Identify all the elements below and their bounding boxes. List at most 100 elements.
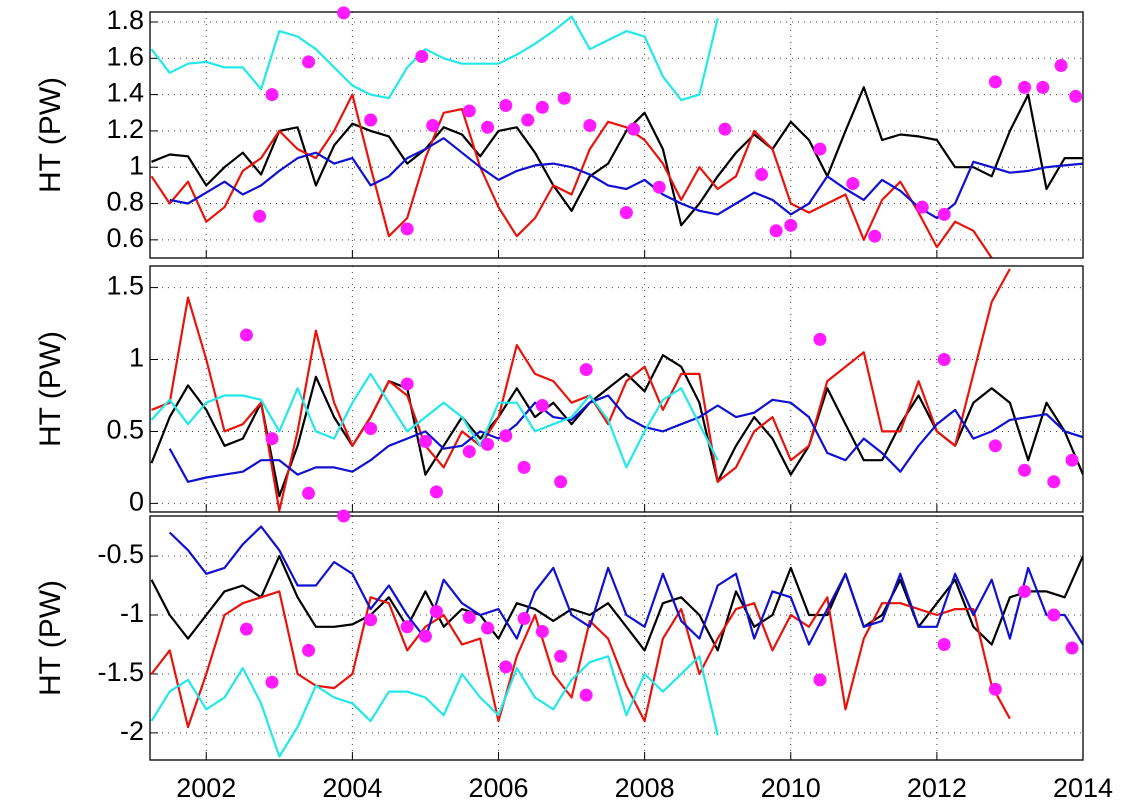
data-point xyxy=(517,460,531,474)
data-point xyxy=(1069,89,1083,103)
x-tick-label: 2006 xyxy=(468,773,528,803)
data-point xyxy=(364,113,378,127)
data-point xyxy=(846,177,860,191)
panel: 0.6 0.8 1 1.2 1.4 1.6 1.8 HT (PW) xyxy=(34,5,1084,259)
series-line xyxy=(168,525,1083,646)
data-point xyxy=(937,207,951,221)
y-tick-label: -0.5 xyxy=(97,539,144,569)
data-point xyxy=(579,688,593,702)
y-axis-label: HT (PW) xyxy=(34,331,67,447)
y-tick-label: -1 xyxy=(120,598,144,628)
data-point xyxy=(1065,641,1079,655)
y-axis-label: HT (PW) xyxy=(34,77,67,193)
data-point xyxy=(415,49,429,63)
data-point xyxy=(1047,608,1061,622)
data-point xyxy=(429,485,443,499)
series-line xyxy=(168,394,1083,483)
y-tick-label: 1 xyxy=(129,150,144,180)
data-point xyxy=(988,682,1002,696)
data-point xyxy=(429,604,443,618)
data-point xyxy=(813,673,827,687)
data-point xyxy=(627,122,641,136)
data-point xyxy=(265,432,279,446)
axes-frame xyxy=(149,515,1084,761)
data-point xyxy=(481,437,495,451)
series-line xyxy=(150,655,719,758)
y-tick-label: 0.5 xyxy=(106,415,144,445)
series-group xyxy=(150,268,1083,512)
y-tick-label: 1 xyxy=(129,343,144,373)
data-point xyxy=(239,622,253,636)
panel: 0 0.5 1 1.5 HT (PW) xyxy=(34,265,1084,516)
y-tick-label: -2 xyxy=(120,716,144,746)
x-tick-label: 2014 xyxy=(1053,773,1113,803)
y-tick-label: 1.6 xyxy=(106,41,144,71)
data-point xyxy=(337,6,351,20)
data-point xyxy=(1054,59,1068,73)
data-point xyxy=(499,98,513,112)
data-point xyxy=(418,629,432,643)
data-point xyxy=(579,363,593,377)
data-point xyxy=(535,625,549,639)
data-point xyxy=(937,353,951,367)
y-tick-label: 1.2 xyxy=(106,114,144,144)
y-axis-label: HT (PW) xyxy=(34,580,67,696)
y-tick-label: 0.8 xyxy=(106,187,144,217)
data-point xyxy=(868,229,882,243)
data-point xyxy=(652,180,666,194)
axes-frame xyxy=(149,11,1084,259)
data-point xyxy=(462,610,476,624)
plot-area xyxy=(150,12,1083,258)
series-line xyxy=(169,137,1083,220)
y-tick-label: 0.6 xyxy=(106,223,144,253)
data-point xyxy=(1036,80,1050,94)
plot-area xyxy=(150,266,1083,512)
data-point xyxy=(364,613,378,627)
data-point xyxy=(302,486,316,500)
data-point xyxy=(462,104,476,118)
series-group xyxy=(150,525,1083,758)
data-point xyxy=(265,88,279,102)
axes-frame xyxy=(149,265,1084,513)
x-tick-label: 2004 xyxy=(322,773,382,803)
data-point xyxy=(535,399,549,413)
y-tick-label: 0 xyxy=(129,486,144,516)
data-point xyxy=(462,445,476,459)
data-point xyxy=(813,332,827,346)
data-point xyxy=(718,122,732,136)
data-point xyxy=(265,675,279,689)
data-point xyxy=(937,637,951,651)
data-point xyxy=(1047,475,1061,489)
data-point xyxy=(535,100,549,114)
y-tick-label: 1.5 xyxy=(106,271,144,301)
data-point xyxy=(517,612,531,626)
y-tick-label: -1.5 xyxy=(97,657,144,687)
data-point xyxy=(521,113,535,127)
x-tick-label: 2010 xyxy=(761,773,821,803)
data-point xyxy=(554,649,568,663)
series-line xyxy=(150,93,993,258)
data-point xyxy=(769,224,783,238)
data-point xyxy=(988,439,1002,453)
data-point xyxy=(1018,463,1032,477)
data-point xyxy=(400,222,414,236)
data-point xyxy=(915,200,929,214)
data-point xyxy=(400,620,414,634)
data-point xyxy=(499,660,513,674)
series-line xyxy=(150,590,1011,729)
data-point xyxy=(418,435,432,449)
data-point xyxy=(239,328,253,342)
data-point xyxy=(1018,80,1032,94)
data-point xyxy=(784,218,798,232)
data-point xyxy=(302,643,316,657)
data-point xyxy=(400,377,414,391)
data-point xyxy=(554,475,568,489)
series-line xyxy=(151,268,1011,512)
data-point xyxy=(557,91,571,105)
panel: 2002 2004 2006 2008 2010 2012 2014 -2 -1.5 -1 -0.5… xyxy=(34,515,1113,803)
plot-area xyxy=(150,516,1083,760)
data-point xyxy=(813,142,827,156)
series-line xyxy=(150,372,719,469)
data-point xyxy=(619,206,633,220)
